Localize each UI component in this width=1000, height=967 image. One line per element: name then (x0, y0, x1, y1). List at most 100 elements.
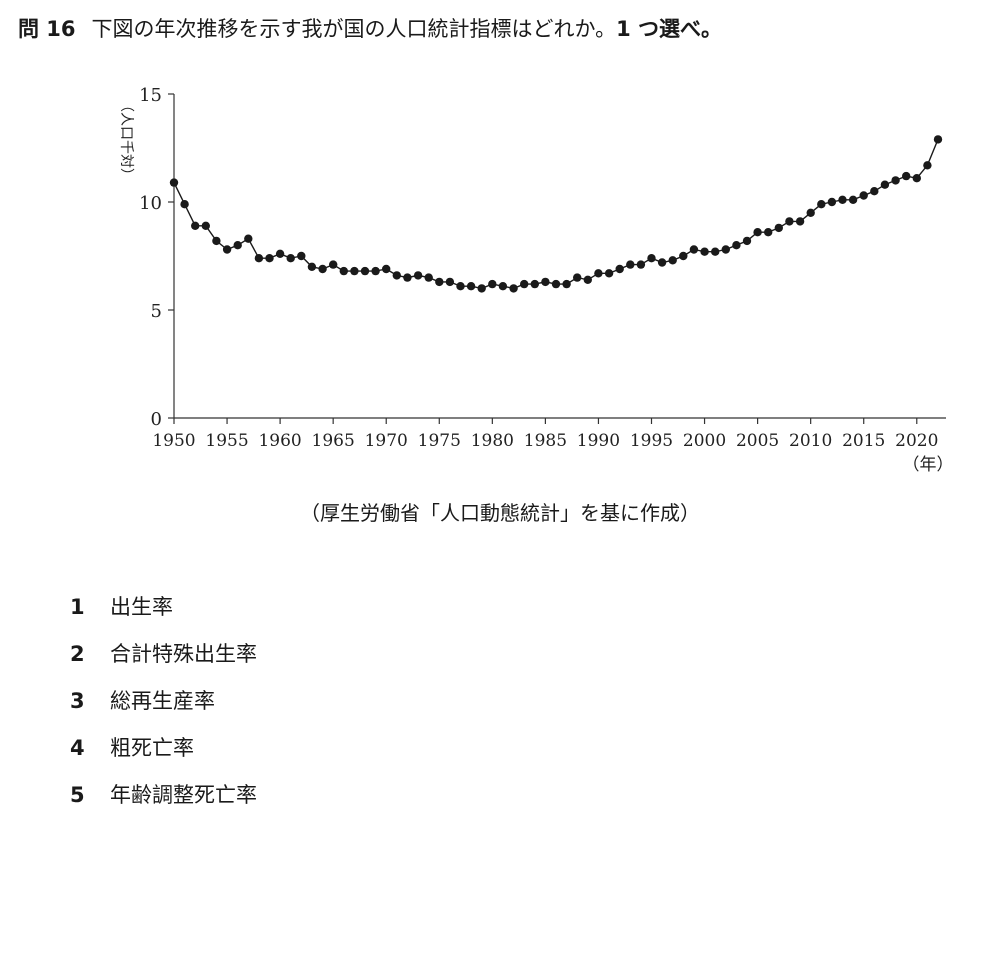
data-point (212, 236, 221, 246)
data-point (509, 284, 518, 293)
data-point (477, 284, 486, 293)
data-point (689, 245, 699, 254)
data-point (764, 228, 773, 237)
x-tick-label: 1995 (630, 431, 673, 451)
x-tick-label: 2015 (842, 431, 885, 451)
x-tick-label: 1975 (418, 431, 461, 451)
question-number: 問 16 (18, 17, 76, 41)
data-point (657, 258, 667, 267)
data-point (541, 277, 550, 287)
question-instruction: 1 つ選べ。 (616, 17, 723, 41)
x-tick-label: 1955 (205, 431, 248, 451)
option-label: 年齢調整死亡率 (110, 783, 257, 807)
data-point (933, 135, 943, 144)
x-tick-label: 1970 (365, 431, 408, 451)
data-point (912, 174, 921, 183)
data-point (350, 266, 359, 276)
y-axis-label: （人口千対） (118, 98, 134, 182)
data-point (817, 200, 826, 209)
option-label: 粗死亡率 (110, 736, 194, 760)
data-point (647, 254, 656, 263)
data-point (180, 200, 189, 209)
data-point (191, 221, 200, 230)
data-point (201, 221, 210, 230)
data-point (626, 260, 635, 269)
option-4[interactable]: 4 粗死亡率 (70, 736, 194, 760)
data-point (880, 180, 890, 189)
data-point (360, 266, 370, 276)
data-point (498, 282, 508, 291)
data-point (923, 161, 932, 170)
data-point (583, 275, 592, 284)
source-note: （厚生労働省「人口動態統計」を基に作成） (300, 501, 700, 525)
data-point (732, 241, 741, 250)
option-label: 合計特殊出生率 (110, 642, 257, 666)
y-tick-label: 5 (151, 301, 162, 322)
x-tick-label: 1985 (524, 431, 567, 451)
data-point (594, 269, 603, 278)
option-2[interactable]: 2 合計特殊出生率 (70, 642, 257, 666)
data-point (700, 247, 709, 256)
data-point (413, 271, 423, 280)
data-point (902, 171, 911, 181)
option-1[interactable]: 1 出生率 (70, 595, 173, 619)
data-point (551, 279, 561, 289)
data-point (424, 273, 433, 282)
data-point (382, 264, 391, 274)
series-line (173, 139, 939, 290)
data-point (329, 260, 338, 269)
x-tick-label: 1960 (258, 431, 301, 451)
question-heading: 問 16 下図の年次推移を示す我が国の人口統計指標はどれか。1 つ選べ。 (18, 14, 722, 44)
data-point (562, 279, 571, 289)
answer-options: 1 出生率 2 合計特殊出生率 3 総再生産率 4 粗死亡率 5 年齢調整死亡率 (70, 590, 257, 825)
data-point (286, 254, 295, 263)
data-point (445, 277, 455, 287)
data-point (679, 251, 688, 261)
data-point (785, 217, 794, 226)
x-tick-label: 2020 (895, 431, 938, 451)
x-tick-label: 2005 (736, 431, 779, 451)
y-tick-label: 10 (139, 193, 162, 214)
data-point (668, 256, 677, 265)
data-point (169, 178, 179, 187)
data-point (636, 260, 646, 269)
data-point (848, 195, 858, 204)
option-3[interactable]: 3 総再生産率 (70, 689, 215, 713)
data-point (244, 234, 253, 243)
data-point (456, 282, 465, 291)
data-point (222, 245, 232, 254)
data-point (403, 273, 412, 282)
x-tick-label: 1965 (312, 431, 355, 451)
x-tick-label: 1980 (471, 431, 514, 451)
data-point (466, 282, 476, 291)
x-tick-label: 2010 (789, 431, 832, 451)
data-point (711, 247, 720, 256)
data-point (392, 271, 401, 280)
data-point (870, 187, 879, 196)
data-point (488, 279, 497, 289)
option-5[interactable]: 5 年齢調整死亡率 (70, 783, 257, 807)
question-text: 下図の年次推移を示す我が国の人口統計指標はどれか。 (91, 17, 617, 41)
data-point (297, 251, 306, 261)
y-tick-label: 15 (139, 85, 162, 106)
y-tick-label: 0 (151, 409, 162, 430)
data-point (615, 264, 624, 274)
data-point (318, 264, 327, 274)
data-point (721, 245, 730, 254)
data-point (774, 223, 783, 233)
data-point (806, 208, 815, 217)
data-point (753, 228, 762, 237)
data-point (795, 217, 805, 226)
option-label: 総再生産率 (110, 689, 215, 713)
data-point (530, 279, 539, 289)
data-point (742, 236, 752, 246)
option-label: 出生率 (110, 595, 173, 619)
data-point (859, 191, 868, 200)
data-point (233, 241, 242, 250)
data-point (573, 273, 582, 282)
data-point (265, 254, 274, 263)
x-tick-label: 1950 (152, 431, 195, 451)
data-point (838, 195, 847, 204)
data-point (827, 197, 837, 207)
x-axis-label: （年） (903, 455, 954, 475)
